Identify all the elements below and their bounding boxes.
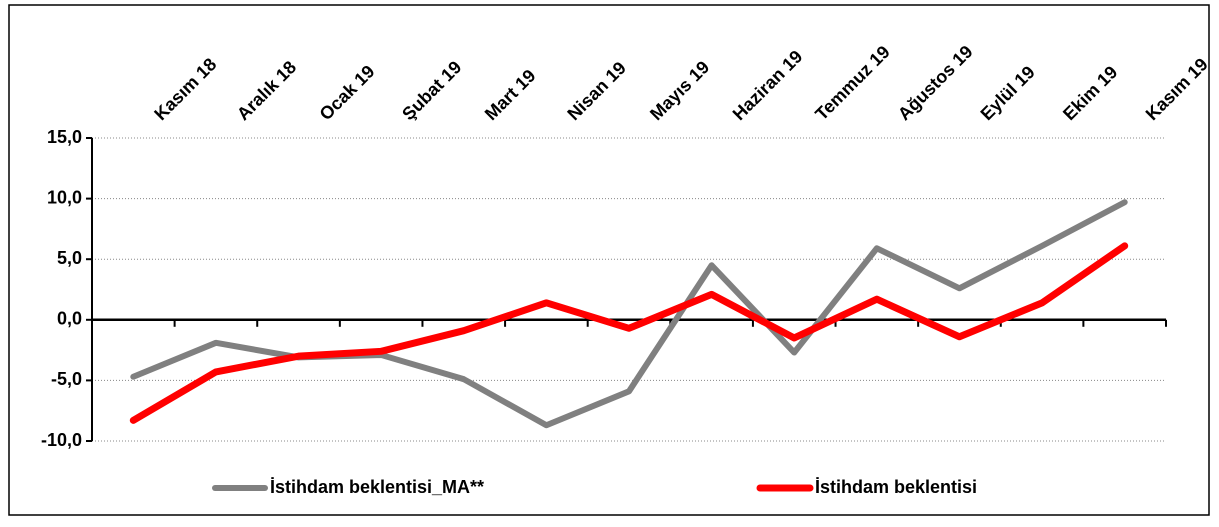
y-tick-label: 10,0 [47, 187, 82, 207]
y-tick-label: 15,0 [47, 127, 82, 147]
legend-label: İstihdam beklentisi_MA** [270, 477, 484, 497]
y-tick-label: -10,0 [41, 430, 82, 450]
legend-label: İstihdam beklentisi [815, 477, 977, 497]
y-tick-label: -5,0 [51, 369, 82, 389]
y-tick-label: 5,0 [57, 248, 82, 268]
series-line [129, 242, 1129, 424]
y-tick-label: 0,0 [57, 309, 82, 329]
